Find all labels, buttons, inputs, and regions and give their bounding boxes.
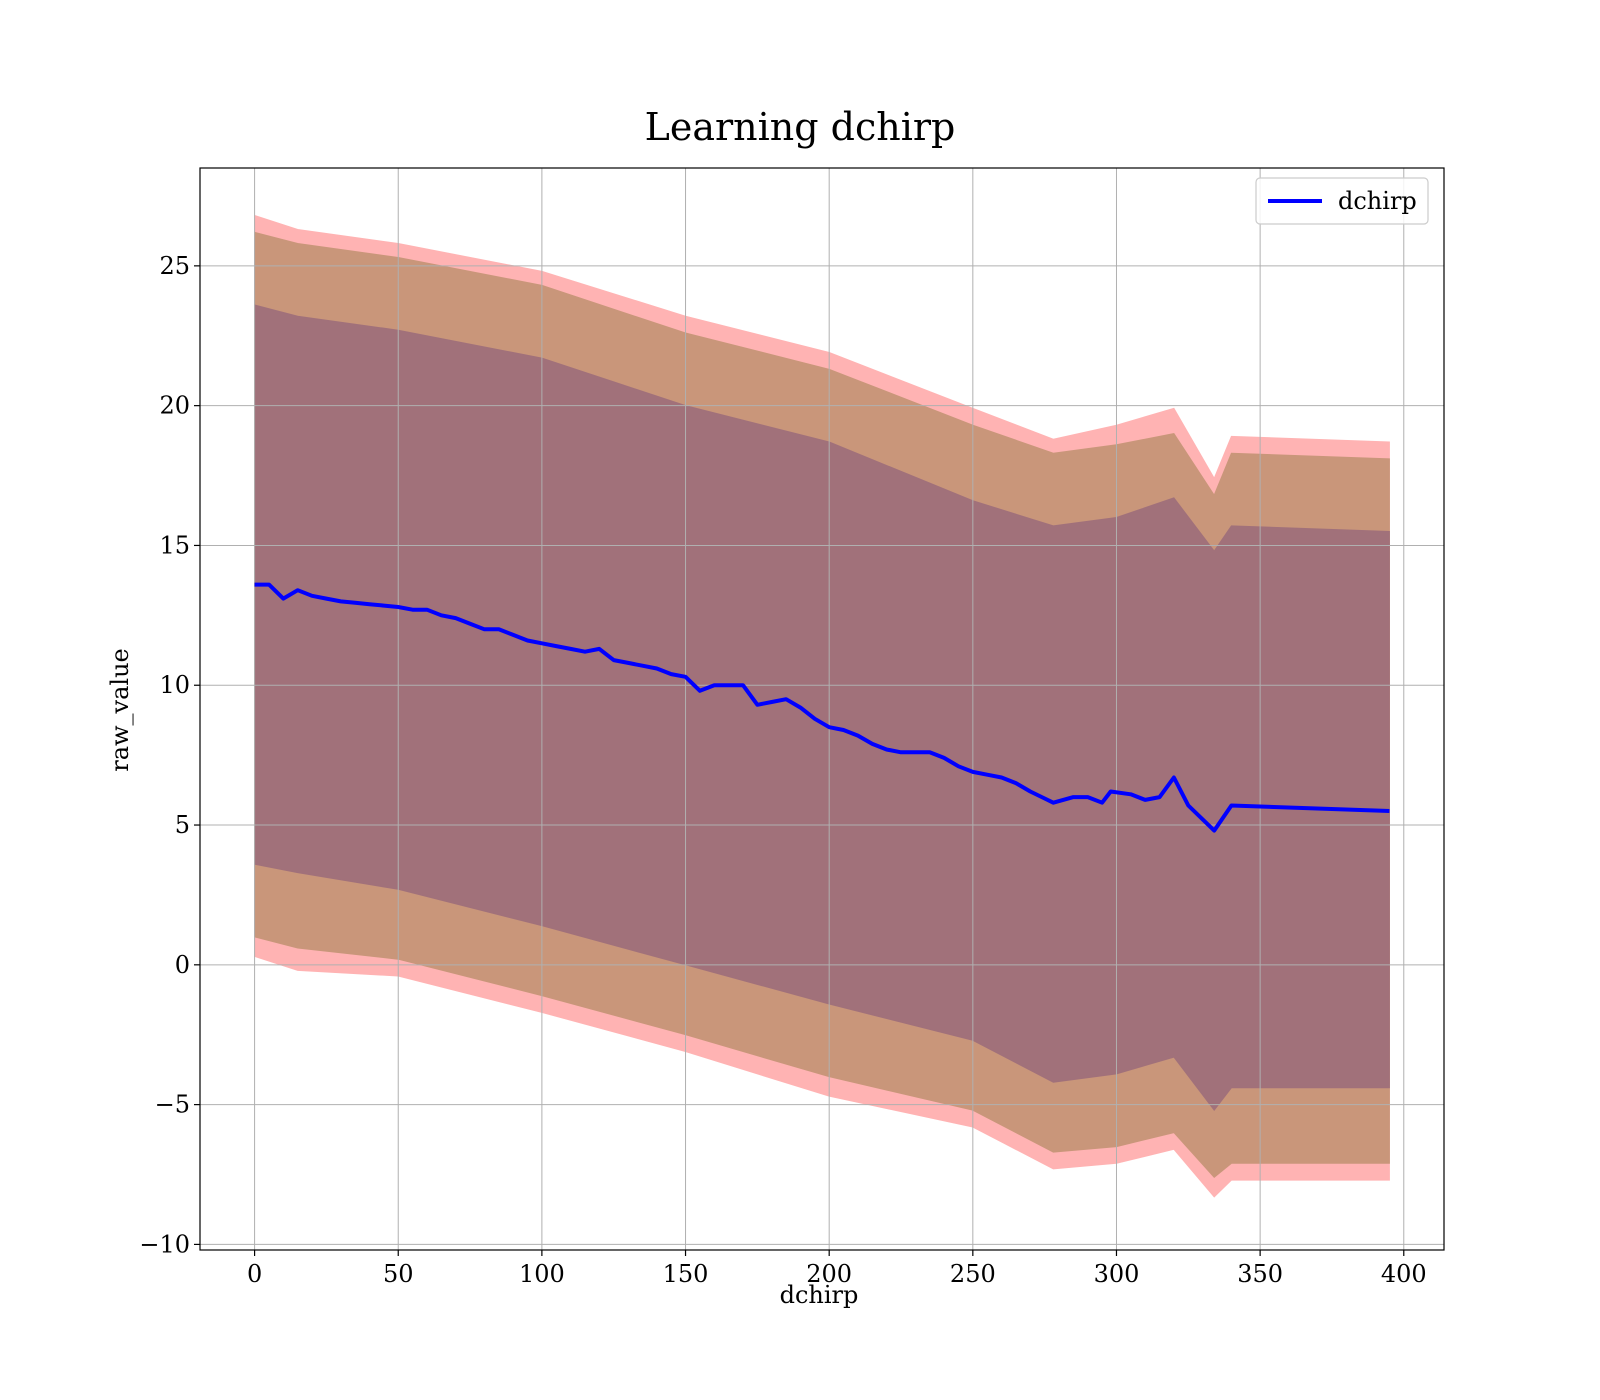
y-tick-label: 5 xyxy=(175,811,190,839)
legend-label: dchirp xyxy=(1338,187,1417,215)
x-tick-label: 300 xyxy=(1094,1260,1140,1288)
confidence-bands xyxy=(254,214,1390,1198)
data-lines xyxy=(254,582,1390,833)
x-tick-label: 50 xyxy=(383,1260,414,1288)
grid xyxy=(200,168,1444,1250)
x-tick-label: 200 xyxy=(806,1260,852,1288)
x-axis-label: dchirp xyxy=(780,1281,859,1309)
y-tick-label: 10 xyxy=(159,671,190,699)
band-inner xyxy=(254,304,1390,1112)
y-tick-label: −5 xyxy=(155,1091,190,1119)
x-tick-label: 100 xyxy=(519,1260,565,1288)
legend: dchirp xyxy=(1255,177,1429,225)
x-tick-label: 250 xyxy=(950,1260,996,1288)
legend-box xyxy=(1255,177,1429,225)
x-axis-ticks: 0 50 100 150 200 250 300 350 400 xyxy=(247,1250,1427,1288)
x-tick-label: 150 xyxy=(663,1260,709,1288)
plot-area xyxy=(199,167,1445,1251)
y-tick-label: 0 xyxy=(175,951,190,979)
x-tick-label: 0 xyxy=(247,1260,262,1288)
y-axis-label: raw_value xyxy=(106,648,134,772)
y-tick-label: 20 xyxy=(159,392,190,420)
x-tick-label: 400 xyxy=(1381,1260,1427,1288)
series-line-dchirp xyxy=(254,582,1390,833)
plot-frame xyxy=(199,167,1445,1251)
y-tick-label: −10 xyxy=(139,1230,190,1258)
y-axis-ticks: −10 −5 0 5 10 15 20 25 xyxy=(139,252,200,1258)
y-tick-label: 15 xyxy=(159,531,190,559)
x-tick-label: 350 xyxy=(1237,1260,1283,1288)
chart-title: Learning dchirp xyxy=(645,105,956,149)
y-tick-label: 25 xyxy=(159,252,190,280)
